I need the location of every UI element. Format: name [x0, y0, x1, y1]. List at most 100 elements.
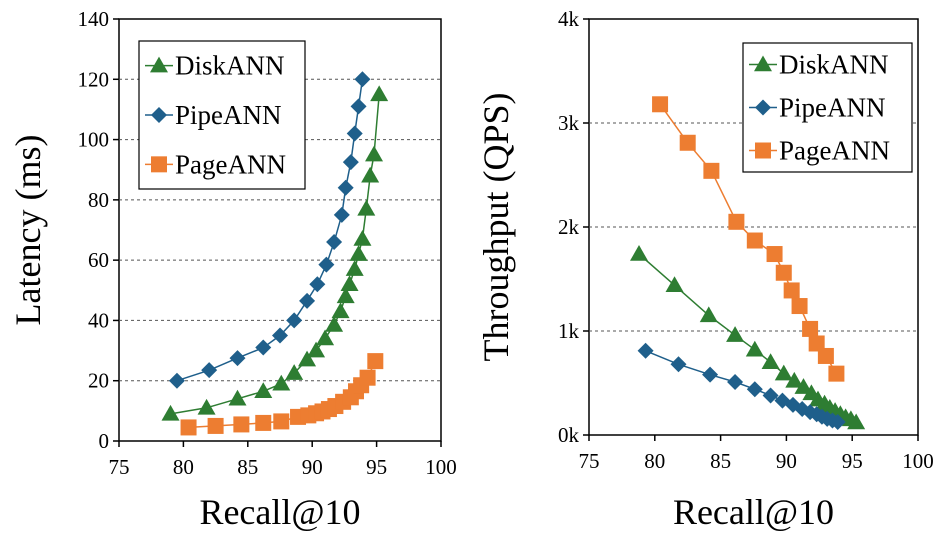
data-point — [307, 341, 326, 358]
chart-panel-1: 0 20 40 60 80 100 120 140 75 80 85 90 95 100 Recall@10… — [8, 7, 457, 532]
data-point — [345, 260, 364, 276]
data-point — [761, 353, 780, 369]
data-point — [361, 166, 380, 183]
y-tick-label: 60 — [88, 248, 109, 272]
legend-label: PageANN — [779, 136, 890, 166]
data-point — [774, 364, 793, 381]
x-axis-label: Recall@10 — [199, 492, 360, 532]
data-point — [350, 98, 367, 115]
data-point — [703, 162, 720, 179]
data-point — [316, 329, 335, 346]
legend-marker — [150, 56, 168, 73]
y-tick-label: 120 — [78, 67, 110, 91]
data-point — [652, 96, 669, 113]
data-point — [337, 179, 354, 196]
legend-marker — [755, 142, 771, 159]
data-point — [346, 125, 363, 142]
x-tick-label: 90 — [776, 449, 797, 473]
data-point — [726, 326, 745, 342]
data-point — [285, 364, 304, 380]
data-point — [353, 230, 372, 246]
y-axis-label: Throughput (QPS) — [476, 93, 516, 362]
data-point — [207, 417, 224, 434]
legend-label: DiskANN — [175, 51, 285, 81]
series-pageann — [180, 353, 384, 436]
data-point — [325, 315, 344, 332]
data-point — [201, 362, 218, 379]
legend-label: PageANN — [175, 149, 286, 179]
x-tick-label: 80 — [644, 449, 665, 473]
data-point — [326, 234, 343, 251]
data-point — [670, 356, 687, 373]
x-tick-label: 90 — [302, 455, 323, 479]
data-point — [828, 365, 845, 382]
series-pipeann — [168, 71, 371, 389]
data-point — [785, 371, 804, 388]
data-point — [272, 374, 291, 391]
data-point — [802, 320, 819, 337]
y-tick-label: 40 — [88, 308, 109, 332]
series-diskann — [630, 245, 866, 430]
data-point — [229, 350, 246, 367]
data-point — [333, 206, 350, 223]
data-point — [365, 145, 384, 162]
y-tick-label: 100 — [78, 128, 110, 152]
data-point — [745, 340, 764, 357]
data-point — [766, 246, 783, 263]
data-point — [829, 414, 846, 430]
x-tick-label: 100 — [425, 455, 457, 479]
data-point — [168, 372, 185, 389]
data-point — [762, 387, 779, 404]
data-point — [354, 71, 371, 88]
data-point — [357, 199, 376, 216]
data-point — [637, 342, 654, 359]
x-tick-label: 100 — [902, 449, 934, 473]
data-point — [808, 335, 825, 352]
data-point — [794, 378, 813, 394]
data-point — [665, 276, 684, 292]
data-point — [180, 419, 197, 436]
y-tick-label: 1k — [558, 319, 580, 343]
y-tick-label: 0 — [99, 429, 110, 453]
legend-marker — [151, 156, 167, 173]
data-point — [727, 373, 744, 390]
x-tick-label: 95 — [842, 449, 863, 473]
legend-label: PipeANN — [779, 93, 886, 123]
y-tick-label: 0k — [558, 423, 580, 447]
x-tick-label: 80 — [173, 455, 194, 479]
data-point — [728, 213, 745, 230]
data-point — [331, 302, 350, 319]
data-point — [233, 416, 250, 433]
series-line — [176, 79, 364, 382]
data-point — [273, 413, 290, 430]
plot-frame — [118, 18, 442, 442]
data-point — [370, 85, 389, 102]
y-tick-label: 140 — [78, 7, 110, 31]
data-point — [336, 287, 355, 304]
x-tick-label: 75 — [579, 449, 600, 473]
legend-marker — [151, 107, 167, 123]
data-point — [318, 256, 335, 273]
y-tick-label: 4k — [558, 7, 580, 31]
y-tick-label: 80 — [88, 188, 109, 212]
data-point — [746, 232, 763, 249]
series-pageann — [652, 96, 845, 382]
data-point — [161, 404, 180, 421]
data-point — [228, 389, 247, 406]
x-tick-label: 75 — [109, 455, 130, 479]
data-point — [775, 264, 792, 281]
data-point — [702, 366, 719, 383]
x-axis-label: Recall@10 — [673, 492, 834, 532]
data-point — [817, 347, 834, 364]
data-point — [255, 339, 272, 356]
data-point — [359, 369, 376, 386]
x-tick-label: 85 — [710, 449, 731, 473]
legend: DiskANN PipeANN PageANN — [138, 40, 306, 190]
chart-panel-2: 0k 1k 2k 3k 4k 75 80 85 90 95 100 Recall@10 Throughp… — [476, 7, 934, 532]
data-point — [342, 154, 359, 171]
data-point — [286, 312, 303, 329]
series-diskann — [161, 85, 389, 421]
data-point — [349, 245, 368, 261]
data-point — [255, 414, 272, 431]
